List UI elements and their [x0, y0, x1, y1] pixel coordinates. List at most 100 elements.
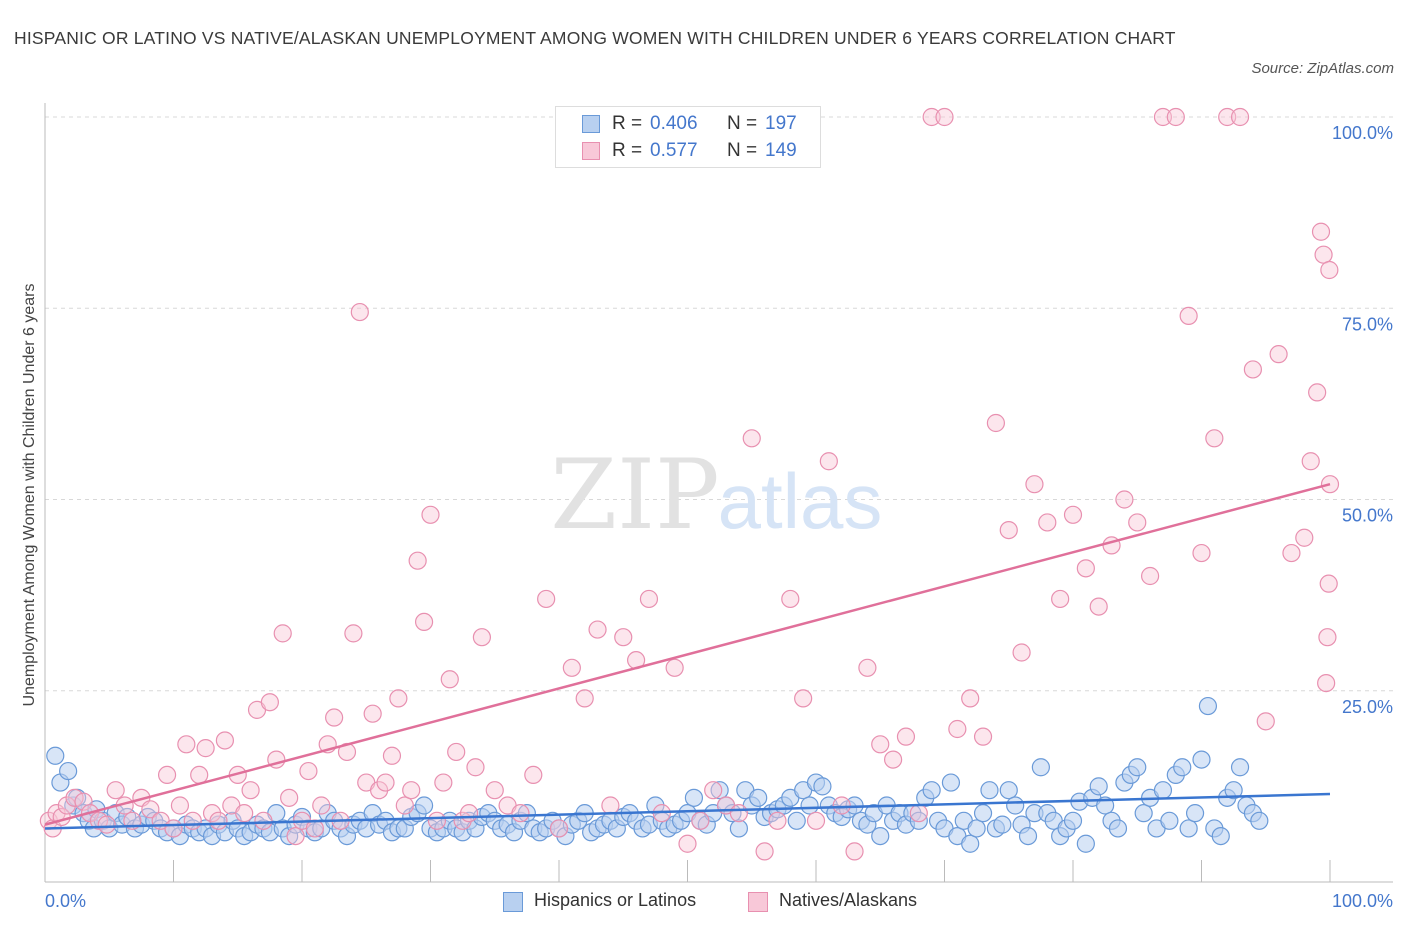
trend-line-natives — [44, 482, 1331, 826]
data-point-natives — [858, 658, 877, 677]
source-label: Source: ZipAtlas.com — [1251, 60, 1394, 77]
watermark-atlas: atlas — [718, 457, 883, 545]
data-point-natives — [601, 796, 620, 815]
data-point-natives — [1205, 429, 1224, 448]
data-point-natives — [447, 742, 466, 762]
data-point-natives — [768, 811, 787, 830]
data-point-natives — [241, 781, 260, 800]
data-point-natives — [1319, 574, 1338, 593]
data-point-natives — [986, 413, 1006, 433]
data-point-natives — [350, 302, 369, 322]
data-point-natives — [170, 796, 190, 815]
data-point-natives — [1256, 712, 1275, 731]
data-point-natives — [794, 689, 813, 708]
data-point-natives — [177, 735, 196, 754]
data-point-natives — [1038, 513, 1057, 532]
data-point-hispanics — [1211, 826, 1230, 846]
trend-lines — [44, 482, 1331, 830]
data-point-hispanics — [749, 788, 768, 807]
data-point-natives — [472, 628, 491, 647]
data-point-hispanics — [414, 796, 434, 815]
data-point-hispanics — [973, 804, 993, 823]
data-point-natives — [427, 811, 447, 830]
legend-n-value: 197 — [765, 113, 797, 134]
data-point-hispanics — [1006, 796, 1025, 815]
data-point-natives — [209, 811, 228, 830]
data-point-natives — [305, 819, 324, 838]
data-point-natives — [973, 727, 993, 746]
legend-r-label: R = — [612, 113, 643, 134]
legend-swatch-blue — [503, 892, 523, 912]
data-point-natives — [459, 804, 479, 823]
legend-label: Hispanics or Latinos — [534, 890, 697, 910]
data-point-natives — [421, 505, 440, 524]
y-tick-label: 50.0% — [1342, 506, 1393, 526]
data-point-natives — [466, 758, 485, 777]
data-point-hispanics — [999, 781, 1018, 800]
data-point-natives — [832, 796, 851, 815]
legend-r-value: 0.406 — [650, 113, 698, 134]
data-point-natives — [614, 628, 633, 647]
series-legend: Hispanics or Latinos Natives/Alaskans — [0, 890, 1406, 914]
data-point-hispanics — [517, 804, 536, 823]
legend-swatch-pink — [748, 892, 768, 912]
data-point-hispanics — [800, 796, 819, 815]
y-tick-label: 75.0% — [1342, 314, 1393, 334]
data-point-natives — [755, 842, 774, 861]
legend-n-value: 149 — [765, 140, 797, 161]
data-point-natives — [1269, 345, 1288, 364]
data-point-natives — [485, 781, 504, 800]
data-point-natives — [395, 796, 414, 815]
data-point-hispanics — [1134, 804, 1153, 823]
data-point-natives — [575, 689, 594, 708]
data-point-natives — [524, 765, 543, 785]
data-point-natives — [299, 761, 318, 781]
data-point-natives — [1166, 107, 1185, 127]
data-point-natives — [704, 781, 723, 800]
data-point-natives — [537, 589, 556, 609]
data-point-hispanics — [1224, 781, 1243, 800]
data-point-natives — [157, 765, 177, 785]
data-point-natives — [922, 107, 941, 127]
y-tick-label: 100.0% — [1332, 123, 1393, 143]
data-point-natives — [588, 620, 607, 639]
data-point-natives — [183, 811, 202, 830]
data-point-natives — [511, 804, 530, 823]
data-point-natives — [1128, 513, 1147, 532]
data-point-hispanics — [871, 826, 890, 846]
data-point-natives — [1012, 643, 1031, 662]
data-point-hispanics — [1089, 777, 1108, 796]
x-tick-label: 0.0% — [45, 891, 86, 911]
data-point-hispanics — [684, 788, 704, 807]
legend-swatch-blue — [582, 115, 600, 133]
data-point-natives — [376, 773, 395, 792]
data-point-natives — [74, 792, 93, 811]
data-point-natives — [781, 589, 800, 609]
data-point-natives — [440, 670, 459, 689]
data-point-hispanics — [993, 815, 1012, 834]
data-point-natives — [1179, 306, 1198, 325]
data-point-natives — [1295, 528, 1314, 547]
data-point-hispanics — [1031, 758, 1050, 777]
data-point-natives — [1076, 559, 1095, 578]
data-point-natives — [273, 624, 292, 643]
data-point-natives — [819, 452, 838, 471]
data-point-natives — [196, 739, 215, 758]
legend-n-label: N = — [727, 140, 758, 161]
legend-label: Natives/Alaskans — [779, 890, 918, 910]
data-point-natives — [414, 612, 434, 632]
data-point-natives — [141, 800, 160, 819]
series-hispanics — [46, 696, 1269, 853]
data-point-natives — [1115, 490, 1134, 509]
data-point-natives — [1051, 589, 1070, 609]
data-point-natives — [65, 788, 84, 807]
trend-line-hispanics — [44, 792, 1331, 830]
data-point-natives — [402, 781, 421, 800]
data-point-natives — [896, 727, 916, 746]
data-point-hispanics — [729, 819, 749, 838]
data-point-natives — [363, 704, 382, 723]
data-point-natives — [806, 811, 826, 830]
data-point-natives — [1230, 107, 1250, 127]
grid-lines — [45, 116, 1393, 692]
x-tick-label: 100.0% — [1332, 891, 1393, 911]
